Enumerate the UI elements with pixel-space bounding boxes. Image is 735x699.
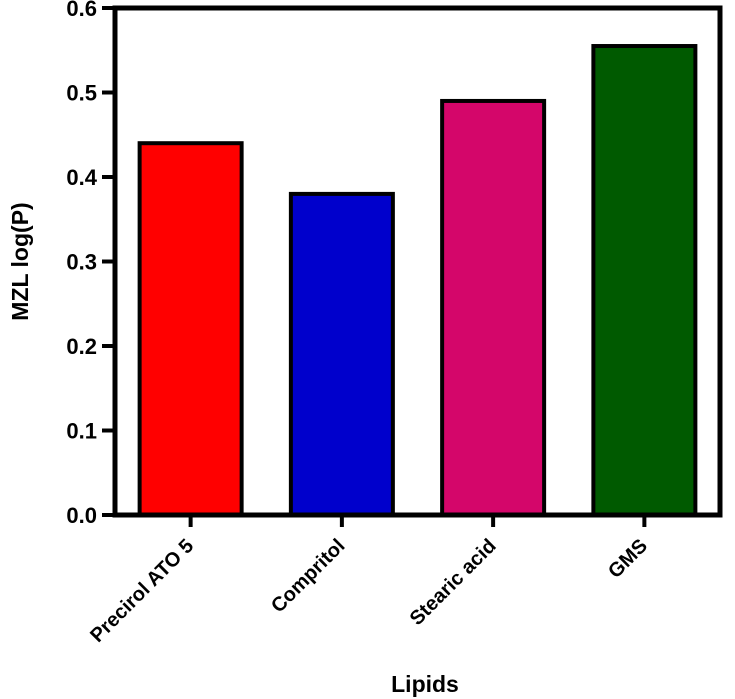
- y-tick-label: 0.5: [66, 81, 97, 106]
- y-tick-label: 0.1: [66, 419, 97, 444]
- y-tick-label: 0.4: [66, 165, 97, 190]
- x-axis: Precirol ATO 5 Compritol Stearic acid GMS: [86, 515, 652, 647]
- y-axis-title: MZL log(P): [7, 202, 33, 320]
- y-axis: 0.0 0.1 0.2 0.3 0.4 0.5 0.6: [66, 0, 115, 528]
- bar-stearic-acid: [440, 98, 547, 517]
- bar-gms: [591, 44, 698, 518]
- bar-compritol: [288, 191, 395, 517]
- bar-precirol-ato-5: [137, 141, 244, 517]
- x-axis-title: Lipids: [391, 671, 459, 697]
- y-tick-label: 0.3: [66, 250, 97, 275]
- x-tick-label: Precirol ATO 5: [86, 535, 198, 647]
- x-tick-label: Compritol: [267, 535, 349, 617]
- bars: [137, 44, 698, 518]
- x-tick-label: GMS: [604, 535, 652, 583]
- x-tick-label: Stearic acid: [406, 535, 501, 630]
- y-tick-label: 0.6: [66, 0, 97, 21]
- y-tick-label: 0.0: [66, 503, 97, 528]
- y-tick-label: 0.2: [66, 334, 97, 359]
